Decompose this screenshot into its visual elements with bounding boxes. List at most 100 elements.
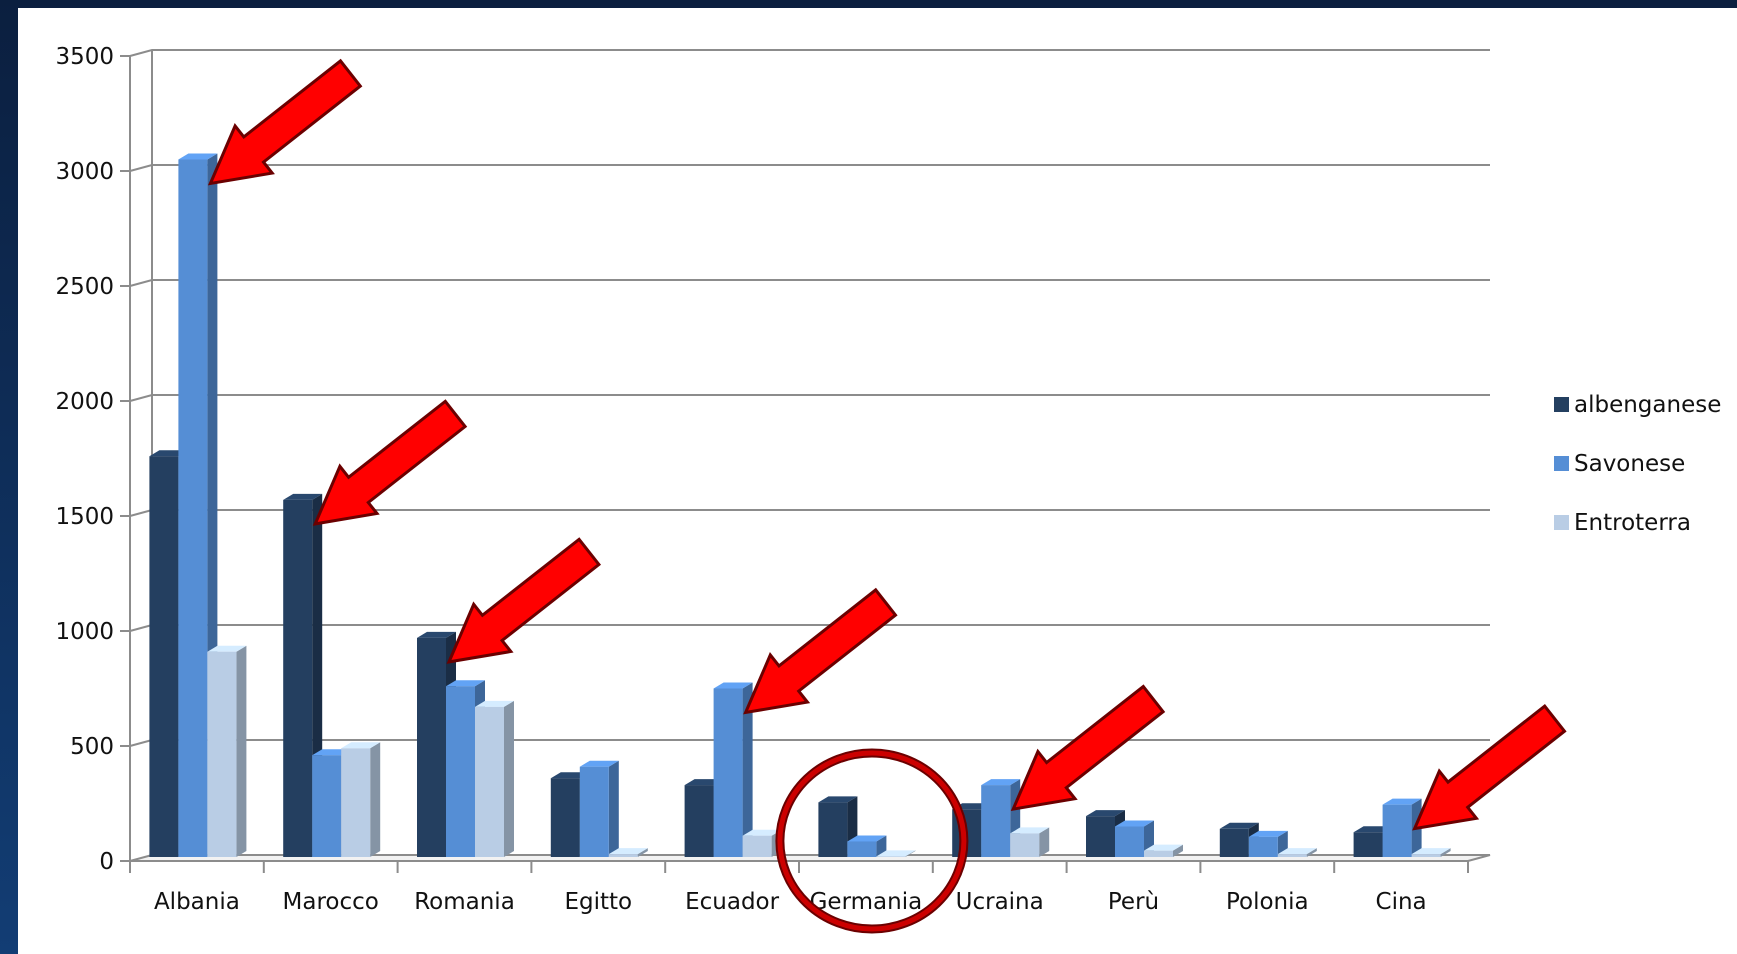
bar-side-Entroterra-Ucraina bbox=[1039, 827, 1050, 857]
bar-top-Entroterra-Germania bbox=[876, 850, 916, 857]
x-label-9: Cina bbox=[1376, 889, 1427, 915]
legend-label-albenganese: albenganese bbox=[1574, 392, 1721, 418]
bar-top-Savonese-Ucraina bbox=[981, 779, 1021, 786]
bar-front-Entroterra-Perù bbox=[1144, 850, 1173, 857]
bar-top-albenganese-Marocco bbox=[283, 493, 323, 500]
bar-top-Savonese-Romania bbox=[446, 680, 485, 687]
bar-albenganese-Marocco bbox=[283, 493, 323, 857]
bar-top-albenganese-Polonia bbox=[1219, 822, 1259, 829]
bar-front-albenganese-Egitto bbox=[550, 778, 580, 857]
bar-front-Savonese-Romania bbox=[446, 686, 475, 857]
y-axis-ticks: 0 500 1000 1500 2000 2500 3000 3500 bbox=[55, 44, 130, 875]
legend-swatch-albenganese bbox=[1554, 397, 1569, 412]
bar-front-Savonese-Marocco bbox=[312, 755, 342, 857]
bar-side-Entroterra-Germania bbox=[905, 850, 916, 857]
x-label-3: Egitto bbox=[564, 889, 632, 915]
x-label-6: Ucraina bbox=[956, 889, 1044, 915]
y-tick-label-3500: 3500 bbox=[55, 44, 114, 70]
bar-front-Entroterra-Ecuador bbox=[742, 835, 772, 857]
arrow-Marocco bbox=[312, 399, 468, 526]
bar-front-albenganese-Perù bbox=[1086, 816, 1115, 857]
bar-top-Entroterra-Perù bbox=[1144, 844, 1183, 851]
bar-side-Entroterra-Perù bbox=[1173, 844, 1183, 857]
bar-front-albenganese-Romania bbox=[417, 637, 446, 857]
x-label-7: Perù bbox=[1108, 889, 1159, 915]
x-label-2: Romania bbox=[414, 889, 515, 915]
y-tick-label-2000: 2000 bbox=[55, 389, 114, 415]
bar-top-Savonese-Polonia bbox=[1248, 830, 1288, 837]
bar-Entroterra-Albania bbox=[207, 645, 247, 857]
bar-front-albenganese-Ecuador bbox=[684, 785, 714, 857]
arrow-Albania bbox=[207, 58, 363, 186]
x-label-4: Ecuador bbox=[685, 889, 780, 915]
bar-Entroterra-Cina bbox=[1411, 848, 1451, 857]
arrow-Ucraina bbox=[1010, 684, 1166, 812]
bar-front-albenganese-Cina bbox=[1353, 832, 1383, 857]
bar-Entroterra-Romania bbox=[475, 700, 514, 857]
bar-front-Savonese-Ecuador bbox=[713, 688, 743, 857]
bar-top-albenganese-Perù bbox=[1086, 810, 1125, 817]
legend: albenganese Savonese Entroterra bbox=[1554, 392, 1721, 536]
bar-front-Entroterra-Romania bbox=[475, 706, 504, 857]
bar-Savonese-Egitto bbox=[579, 760, 619, 857]
bar-front-Savonese-Cina bbox=[1382, 804, 1412, 857]
bar-top-Entroterra-Egitto bbox=[608, 848, 648, 855]
arrow-Romania bbox=[446, 537, 602, 664]
gridline-2500 bbox=[129, 279, 1490, 287]
bar-top-albenganese-Germania bbox=[818, 796, 858, 803]
bar-top-Savonese-Ecuador bbox=[713, 682, 753, 689]
bar-top-Savonese-Egitto bbox=[579, 760, 619, 767]
bar-front-Savonese-Egitto bbox=[579, 766, 609, 857]
bar-Savonese-Perù bbox=[1115, 820, 1154, 857]
arrow-Cina bbox=[1412, 703, 1567, 831]
x-label-1: Marocco bbox=[283, 889, 379, 915]
y-tick-label-3000: 3000 bbox=[55, 159, 114, 185]
legend-label-Entroterra: Entroterra bbox=[1574, 510, 1691, 536]
bar-front-Entroterra-Cina bbox=[1411, 854, 1441, 857]
bar-side-Entroterra-Polonia bbox=[1306, 848, 1317, 857]
bar-front-Entroterra-Albania bbox=[207, 651, 237, 857]
bar-top-Entroterra-Ecuador bbox=[742, 829, 782, 836]
gridline-500 bbox=[129, 739, 1490, 747]
bar-side-Entroterra-Cina bbox=[1440, 848, 1451, 857]
bar-front-Entroterra-Egitto bbox=[608, 854, 638, 857]
bar-side-Savonese-Ecuador bbox=[742, 682, 753, 857]
legend-label-Savonese: Savonese bbox=[1574, 451, 1685, 477]
bar-front-albenganese-Albania bbox=[149, 456, 179, 857]
y-tick-label-2500: 2500 bbox=[55, 274, 114, 300]
bar-front-Savonese-Perù bbox=[1115, 826, 1144, 857]
y-tick-label-1000: 1000 bbox=[55, 619, 114, 645]
bar-top-Savonese-Albania bbox=[178, 153, 218, 160]
bar-Entroterra-Germania bbox=[876, 850, 916, 857]
gridline-1000 bbox=[129, 624, 1490, 632]
bar-top-Entroterra-Polonia bbox=[1277, 848, 1317, 855]
bar-front-albenganese-Germania bbox=[818, 802, 848, 857]
bars bbox=[149, 153, 1451, 857]
legend-swatch-Entroterra bbox=[1554, 515, 1569, 530]
annotations bbox=[207, 58, 1567, 934]
bar-front-albenganese-Polonia bbox=[1219, 828, 1249, 857]
bar-side-Entroterra-Romania bbox=[504, 700, 514, 857]
bar-front-Entroterra-Marocco bbox=[341, 748, 371, 857]
arrow-Ecuador bbox=[743, 587, 898, 715]
gridline-2000 bbox=[129, 394, 1490, 402]
bar-front-Entroterra-Polonia bbox=[1277, 854, 1307, 857]
y-tick-label-500: 500 bbox=[70, 734, 114, 760]
x-label-5: Germania bbox=[810, 889, 923, 915]
bar-top-Savonese-Germania bbox=[847, 835, 887, 842]
bar-Entroterra-Perù bbox=[1144, 844, 1183, 857]
y-tick-label-1500: 1500 bbox=[55, 504, 114, 530]
x-axis-labels: Albania Marocco Romania Egitto Ecuador German… bbox=[154, 889, 1427, 915]
bar-Entroterra-Polonia bbox=[1277, 848, 1317, 857]
bar-top-Savonese-Perù bbox=[1115, 820, 1154, 827]
bar-front-Savonese-Albania bbox=[178, 159, 208, 857]
x-label-8: Polonia bbox=[1226, 889, 1309, 915]
bar-front-Savonese-Germania bbox=[847, 841, 877, 857]
gridline-3000 bbox=[129, 164, 1490, 172]
legend-swatch-Savonese bbox=[1554, 456, 1569, 471]
bar-front-albenganese-Marocco bbox=[283, 499, 313, 857]
x-label-0: Albania bbox=[154, 889, 240, 915]
bar-Entroterra-Marocco bbox=[341, 742, 381, 857]
bar-front-Entroterra-Germania bbox=[876, 856, 906, 857]
